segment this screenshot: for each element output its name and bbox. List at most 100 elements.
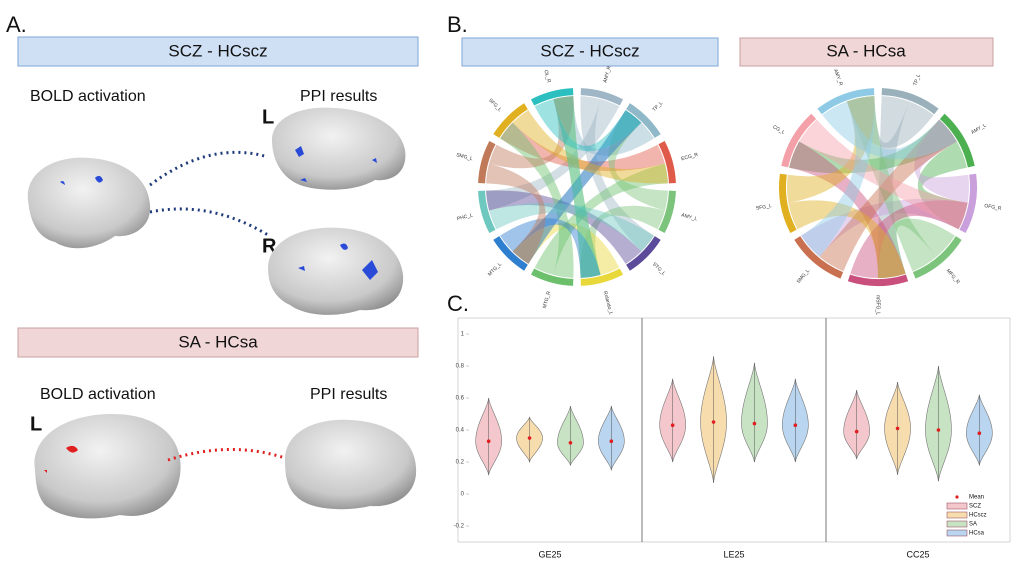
caption: PPI results bbox=[310, 386, 387, 403]
chord-label: MTG_L bbox=[487, 261, 503, 277]
chord-label: OL_R bbox=[542, 69, 551, 84]
activation bbox=[60, 175, 103, 185]
panel-label: C. bbox=[447, 291, 469, 316]
brain bbox=[34, 413, 181, 519]
chord-ribbon bbox=[489, 202, 654, 252]
legend-swatch bbox=[946, 511, 968, 519]
chord-ribbon bbox=[500, 122, 574, 278]
chord-arc bbox=[626, 103, 661, 138]
chord-arc bbox=[530, 268, 574, 286]
header-title: SCZ - HCscz bbox=[540, 41, 639, 60]
hemisphere-label: L bbox=[262, 106, 274, 128]
chord-arc bbox=[493, 103, 528, 138]
median-dot bbox=[486, 439, 491, 444]
y-tick-label: 0.2 bbox=[456, 460, 465, 466]
caption: PPI results bbox=[300, 88, 377, 105]
chord-arc bbox=[478, 140, 496, 184]
chord-arc bbox=[493, 236, 528, 271]
chord-arc bbox=[781, 113, 817, 168]
chord-ribbon bbox=[787, 96, 875, 203]
median-dot bbox=[793, 423, 798, 428]
chord-ribbon bbox=[512, 110, 642, 264]
y-tick-label: 0.8 bbox=[456, 364, 465, 370]
plot-frame bbox=[457, 317, 1011, 543]
chord-ribbon bbox=[489, 96, 574, 169]
chord-arc bbox=[912, 236, 962, 279]
chord-arc bbox=[817, 88, 875, 115]
activation bbox=[298, 243, 378, 280]
brain bbox=[285, 419, 417, 510]
hemisphere-label: L bbox=[30, 413, 42, 435]
legend-label: SCZ bbox=[969, 504, 981, 510]
chord-ribbon bbox=[608, 110, 668, 211]
brain bbox=[27, 157, 151, 249]
chord-ribbon bbox=[534, 99, 642, 152]
chord-ribbon bbox=[917, 141, 968, 230]
chord-ribbon bbox=[553, 96, 601, 278]
chord-label: CG_L bbox=[771, 124, 786, 136]
y-tick-label: 0 bbox=[461, 492, 465, 498]
panel-label: B. bbox=[447, 12, 468, 37]
median-dot bbox=[670, 423, 675, 428]
chord-ribbon bbox=[500, 122, 665, 172]
chord-ribbon bbox=[846, 96, 934, 148]
chord-arc bbox=[959, 173, 977, 234]
chord-arc bbox=[530, 88, 574, 106]
chord-ribbon bbox=[512, 222, 620, 275]
caption: BOLD activation bbox=[40, 386, 156, 403]
header-box bbox=[17, 327, 419, 358]
y-tick-label: -0.2 bbox=[454, 524, 465, 530]
chord-arc bbox=[847, 274, 909, 286]
header-box bbox=[17, 36, 419, 67]
chord-arc bbox=[658, 190, 676, 234]
chord-ribbon bbox=[486, 163, 546, 264]
chord-arc bbox=[881, 88, 939, 115]
chord-arc bbox=[779, 173, 797, 234]
x-tick-label: LE25 bbox=[723, 549, 744, 559]
chord-arc bbox=[580, 268, 624, 286]
chord-label: SMG_L bbox=[455, 152, 473, 162]
chord-ribbon bbox=[580, 96, 654, 252]
panel-label: A. bbox=[6, 12, 27, 37]
chord-label: AMY_L bbox=[970, 122, 987, 136]
chord-ribbon bbox=[553, 96, 654, 156]
chord-label: AMY_R bbox=[602, 65, 612, 84]
legend-swatch bbox=[955, 495, 959, 499]
header-title: SCZ - HCscz bbox=[168, 41, 267, 60]
chord-label: ECG_R bbox=[681, 152, 700, 162]
brain bbox=[268, 227, 404, 315]
chord-arc bbox=[939, 113, 975, 168]
caption: BOLD activation bbox=[30, 88, 146, 105]
brain bbox=[272, 107, 406, 190]
chord-ribbon bbox=[878, 96, 910, 279]
chord-label: SFG_L bbox=[756, 203, 773, 212]
median-dot bbox=[711, 420, 716, 424]
chord-ribbon bbox=[850, 200, 968, 278]
y-tick-label: 1 bbox=[461, 332, 465, 338]
chord-ribbon bbox=[512, 110, 642, 264]
chord-ribbon bbox=[846, 96, 937, 272]
chord-arc bbox=[478, 190, 496, 234]
chord-ribbon bbox=[822, 101, 957, 160]
chord-ribbon bbox=[819, 119, 957, 272]
chord-label: SMG_L bbox=[796, 268, 812, 285]
connector bbox=[149, 150, 269, 187]
legend-label: Mean bbox=[969, 495, 984, 501]
median-dot bbox=[936, 428, 941, 432]
connector bbox=[149, 207, 269, 237]
chord-ribbon bbox=[789, 141, 906, 278]
chord-label: SFG_L bbox=[487, 98, 503, 114]
legend-swatch bbox=[946, 529, 968, 537]
chord-label: AMY_L bbox=[680, 212, 698, 222]
chord-arc bbox=[580, 88, 624, 106]
chord-ribbon bbox=[801, 96, 875, 257]
header-box bbox=[461, 37, 719, 67]
chord-arc bbox=[626, 236, 661, 271]
brain-images bbox=[27, 107, 417, 519]
header-title: SA - HCsa bbox=[178, 332, 258, 351]
chord-ribbon bbox=[801, 198, 968, 257]
chord-label: OFG_R bbox=[984, 203, 1002, 212]
median-dot bbox=[752, 421, 757, 426]
chord-label: MTG_R bbox=[542, 290, 552, 309]
